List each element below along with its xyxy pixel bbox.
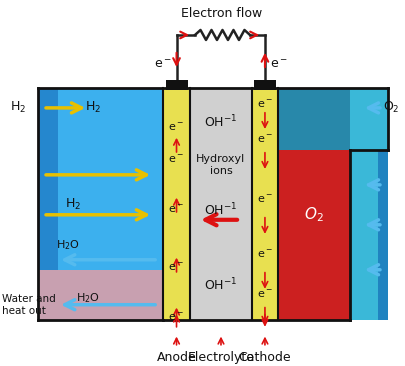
Text: O$_2$: O$_2$: [303, 205, 323, 224]
Bar: [349, 88, 387, 150]
Text: Electrolyte: Electrolyte: [187, 351, 254, 364]
Text: e$^-$: e$^-$: [256, 289, 272, 300]
Text: e$^-$: e$^-$: [256, 134, 272, 145]
Text: O$_2$: O$_2$: [382, 100, 399, 115]
Text: OH$^{-1}$: OH$^{-1}$: [204, 202, 237, 218]
Text: Water and
heat out: Water and heat out: [2, 294, 56, 316]
Text: e$^-$: e$^-$: [256, 249, 272, 260]
Text: H$_2$O: H$_2$O: [76, 291, 100, 305]
Bar: [277, 150, 349, 320]
Text: e$^-$: e$^-$: [256, 99, 272, 111]
Text: Hydroxyl
ions: Hydroxyl ions: [196, 154, 245, 176]
Bar: [277, 88, 387, 150]
Bar: [349, 150, 387, 320]
Text: e$^-$: e$^-$: [168, 204, 184, 215]
Text: Cathode: Cathode: [238, 351, 290, 364]
Text: e$^-$: e$^-$: [168, 312, 184, 323]
Text: e$^-$: e$^-$: [168, 262, 184, 273]
Bar: [38, 88, 163, 270]
Text: Electron flow: Electron flow: [181, 7, 262, 20]
Bar: [252, 88, 277, 320]
Bar: [163, 88, 190, 320]
Bar: [253, 80, 275, 90]
Bar: [38, 88, 58, 270]
Bar: [38, 88, 163, 150]
Text: e$^-$: e$^-$: [168, 122, 184, 134]
Text: Anode: Anode: [156, 351, 196, 364]
Bar: [165, 80, 187, 90]
Text: e$^-$: e$^-$: [269, 59, 287, 71]
Text: e$^-$: e$^-$: [168, 154, 184, 165]
Text: OH$^{-1}$: OH$^{-1}$: [204, 113, 237, 130]
Bar: [190, 88, 252, 320]
Text: e$^-$: e$^-$: [153, 59, 171, 71]
Text: OH$^{-1}$: OH$^{-1}$: [204, 276, 237, 293]
Text: H$_2$: H$_2$: [85, 100, 101, 115]
Bar: [38, 270, 163, 320]
Text: e$^-$: e$^-$: [256, 194, 272, 205]
Text: H$_2$O: H$_2$O: [56, 238, 80, 252]
Bar: [377, 150, 387, 320]
Text: H$_2$: H$_2$: [65, 197, 81, 212]
Text: H$_2$: H$_2$: [10, 100, 26, 115]
